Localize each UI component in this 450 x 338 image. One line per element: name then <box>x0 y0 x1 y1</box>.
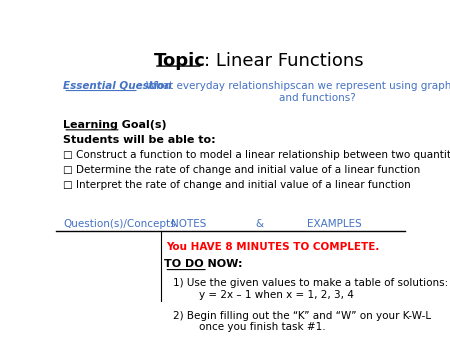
Text: □ Determine the rate of change and initial value of a linear function: □ Determine the rate of change and initi… <box>63 165 420 175</box>
Text: EXAMPLES: EXAMPLES <box>307 219 362 229</box>
Text: : Linear Functions: : Linear Functions <box>204 52 364 70</box>
Text: NOTES: NOTES <box>171 219 207 229</box>
Text: 2) Begin filling out the “K” and “W” on your K-W-L
        once you finish task : 2) Begin filling out the “K” and “W” on … <box>173 311 431 332</box>
Text: 1) Use the given values to make a table of solutions:
        y = 2x – 1 when x : 1) Use the given values to make a table … <box>173 278 448 300</box>
Text: Question(s)/Concepts: Question(s)/Concepts <box>63 219 176 229</box>
Text: □ Construct a function to model a linear relationship between two quantities: □ Construct a function to model a linear… <box>63 150 450 160</box>
Text: Topic: Topic <box>154 52 206 70</box>
Text: You HAVE 8 MINUTES TO COMPLETE.: You HAVE 8 MINUTES TO COMPLETE. <box>166 242 379 252</box>
Text: : What everyday relationshipscan we represent using graphs, tables
and functions: : What everyday relationshipscan we repr… <box>139 81 450 102</box>
Text: TO DO NOW:: TO DO NOW: <box>164 259 243 269</box>
Text: &: & <box>255 219 263 229</box>
Text: Learning Goal(s): Learning Goal(s) <box>63 120 167 130</box>
Text: Essential Question: Essential Question <box>63 81 172 91</box>
Text: □ Interpret the rate of change and initial value of a linear function: □ Interpret the rate of change and initi… <box>63 180 411 190</box>
Text: Students will be able to:: Students will be able to: <box>63 135 216 145</box>
